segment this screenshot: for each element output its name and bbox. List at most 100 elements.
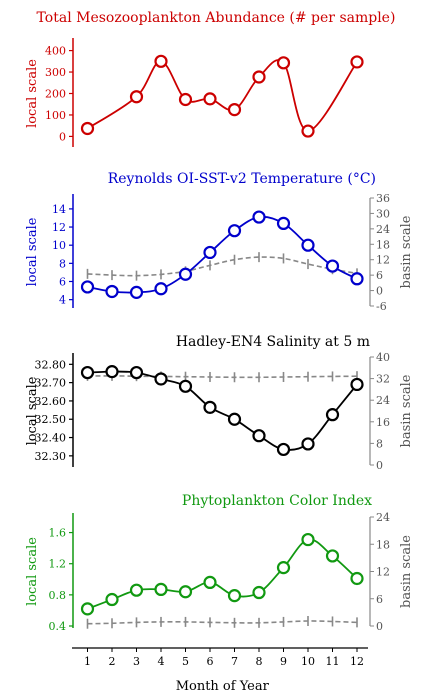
right-tick-label: 0 (376, 620, 383, 633)
right-tick-label: 12 (376, 254, 390, 267)
left-tick-label: 6 (59, 275, 66, 288)
data-point (203, 245, 217, 260)
left-tick-label: 8 (59, 257, 66, 270)
x-tick-label: 11 (326, 655, 340, 668)
chart-title: Reynolds OI-SST-v2 Temperature (°C) (108, 171, 376, 187)
data-point (129, 583, 144, 597)
left-tick-label: 100 (45, 109, 66, 122)
data-point (325, 259, 340, 273)
right-tick-label: 6 (376, 269, 383, 282)
data-point (105, 365, 119, 379)
data-point (129, 90, 144, 104)
chart-title: Total Mesozooplankton Abundance (# per s… (37, 10, 396, 26)
x-tick-label: 2 (109, 655, 116, 668)
left-tick-label: 400 (45, 45, 66, 58)
x-tick-label: 7 (231, 655, 238, 668)
left-tick-label: 32.60 (35, 395, 67, 408)
data-point (350, 272, 364, 286)
data-point (227, 102, 242, 117)
data-point (154, 582, 168, 597)
left-tick-label: 12 (52, 221, 66, 234)
left-axis-label: local scale (25, 217, 40, 286)
left-tick-label: 14 (52, 203, 66, 216)
basin-line (87, 620, 358, 625)
chart-title: Phytoplankton Color Index (182, 493, 372, 509)
left-tick-label: 32.80 (35, 358, 67, 371)
left-tick-label: 0.4 (49, 620, 67, 633)
data-point (252, 70, 266, 84)
data-point (129, 285, 144, 299)
left-tick-label: 4 (59, 294, 66, 307)
data-point (276, 56, 291, 70)
data-point (325, 549, 340, 563)
data-point (325, 408, 340, 422)
data-point (203, 92, 217, 106)
data-point (80, 121, 95, 136)
data-point (276, 442, 291, 457)
data-point (154, 282, 168, 296)
left-axis-label: local scale (25, 376, 40, 445)
data-point (276, 216, 291, 231)
right-axis-label: basin scale (399, 374, 414, 447)
x-axis-label: Month of Year (176, 679, 270, 694)
x-tick-label: 12 (350, 655, 364, 668)
x-tick-label: 1 (84, 655, 91, 668)
data-point (301, 532, 315, 547)
left-tick-label: 32.40 (35, 432, 67, 445)
right-tick-label: 0 (376, 285, 383, 298)
x-tick-label: 4 (158, 655, 165, 668)
local-line (87, 370, 358, 451)
left-tick-label: 1.2 (49, 558, 67, 571)
data-point (80, 602, 95, 616)
data-point (301, 437, 315, 451)
right-tick-label: 36 (376, 192, 390, 205)
data-point (227, 412, 242, 426)
data-point (252, 429, 266, 443)
x-tick-label: 6 (207, 655, 214, 668)
local-line (87, 215, 358, 294)
data-point (252, 210, 266, 224)
data-point (178, 379, 193, 393)
left-tick-label: 32.50 (35, 413, 67, 426)
right-axis-label: basin scale (399, 215, 414, 288)
data-point (227, 589, 242, 603)
data-point (80, 280, 95, 294)
right-tick-label: 12 (376, 566, 390, 579)
right-tick-label: 6 (376, 593, 383, 606)
left-tick-label: 300 (45, 66, 66, 79)
data-point (129, 365, 144, 380)
right-tick-label: 18 (376, 538, 390, 551)
data-point (301, 124, 315, 138)
data-point (154, 372, 168, 386)
x-tick-label: 8 (256, 655, 263, 668)
data-point (350, 377, 364, 392)
basin-line (87, 375, 358, 379)
right-tick-label: 0 (376, 459, 383, 472)
right-tick-label: 8 (376, 437, 383, 450)
left-tick-label: 0.8 (49, 589, 67, 602)
right-tick-label: 18 (376, 238, 390, 251)
left-tick-label: 32.30 (35, 450, 67, 463)
left-tick-label: 1.6 (49, 527, 67, 540)
data-point (80, 365, 95, 380)
data-point (105, 284, 119, 299)
data-point (203, 575, 217, 590)
x-tick-label: 9 (280, 655, 287, 668)
data-point (154, 54, 168, 68)
left-tick-label: 10 (52, 239, 66, 252)
basin-line (87, 256, 358, 277)
right-tick-label: 30 (376, 207, 390, 220)
x-tick-label: 5 (182, 655, 189, 668)
left-tick-label: 200 (45, 88, 66, 101)
data-point (178, 267, 193, 281)
left-axis-label: local scale (25, 537, 40, 606)
right-tick-label: 24 (376, 394, 390, 407)
right-tick-label: 32 (376, 373, 390, 386)
x-tick-label: 10 (301, 655, 315, 668)
data-point (350, 55, 364, 69)
data-point (105, 592, 119, 607)
left-axis-label: local scale (25, 59, 40, 128)
data-point (178, 585, 193, 599)
right-tick-label: 40 (376, 351, 390, 364)
